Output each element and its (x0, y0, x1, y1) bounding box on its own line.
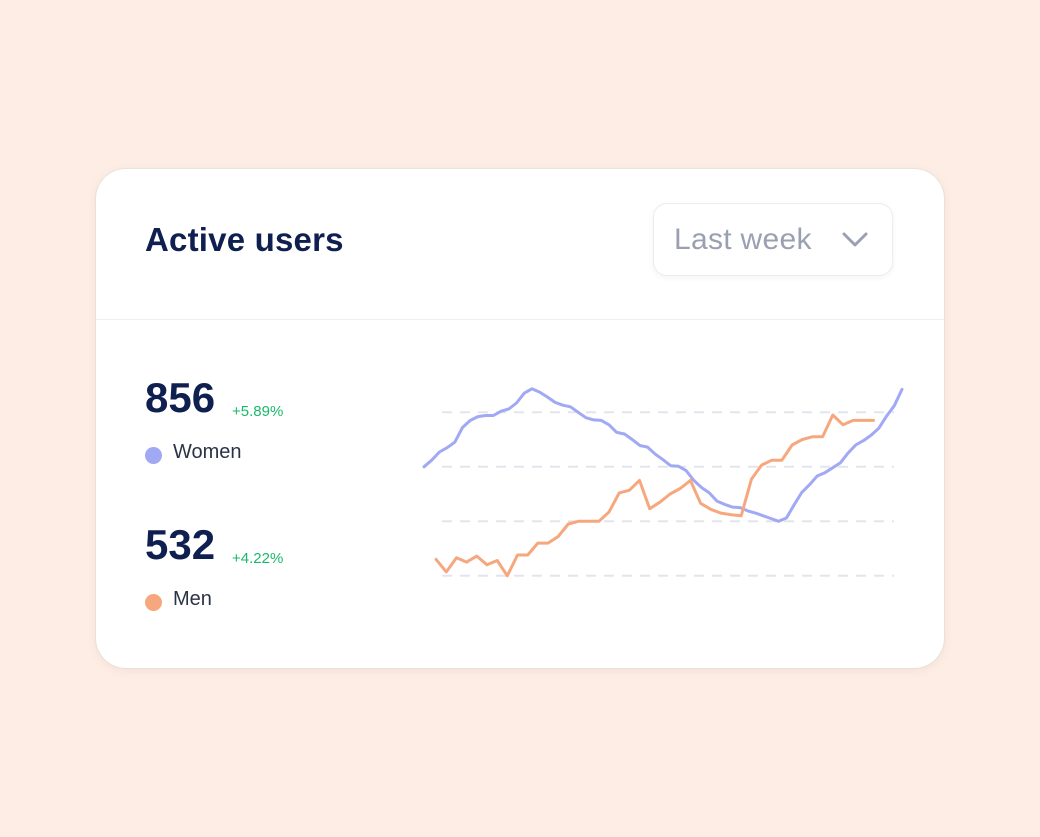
chevron-down-icon (842, 232, 868, 247)
period-select-value: Last week (674, 223, 812, 256)
card-title: Active users (145, 221, 344, 258)
women-count: 856 (145, 374, 216, 421)
women-legend-label: Women (173, 441, 242, 463)
active-users-line-chart (422, 387, 904, 578)
women-change: +5.89% (232, 403, 284, 420)
series-line-men (434, 413, 875, 578)
men-legend-dot (145, 594, 162, 611)
period-select[interactable]: Last week (653, 203, 893, 276)
card-header: Active users Last week (96, 169, 944, 320)
men-legend-label: Men (173, 588, 212, 610)
series-line-women (422, 387, 904, 523)
men-change: +4.22% (232, 550, 284, 567)
active-users-card: Active users Last week 856 +5.89% Women … (96, 169, 944, 668)
women-legend-dot (145, 447, 162, 464)
men-count: 532 (145, 521, 216, 568)
